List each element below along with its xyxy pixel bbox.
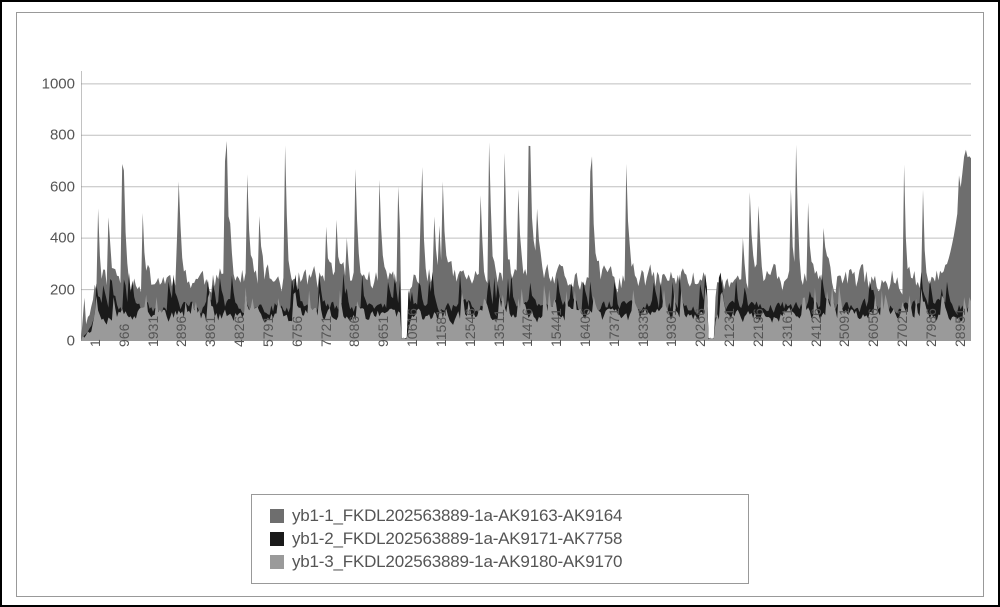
x-tick-label: 6756 (289, 316, 305, 347)
x-tick-label: 2896 (173, 316, 189, 347)
x-tick-label: 22196 (750, 308, 766, 347)
x-tick-label: 1 (87, 339, 103, 347)
y-tick-label: 1000 (42, 75, 75, 92)
x-tick-label: 27986 (923, 308, 939, 347)
y-axis-labels: 02004006008001000 (17, 71, 75, 341)
x-tick-label: 13511 (491, 309, 507, 347)
x-tick-label: 19301 (663, 308, 679, 347)
legend-item: yb1-3_FKDL202563889-1a-AK9180-AK9170 (270, 552, 730, 572)
x-tick-label: 21231 (721, 308, 737, 347)
x-tick-label: 26056 (865, 308, 881, 347)
x-tick-label: 16406 (577, 308, 593, 347)
x-tick-label: 10616 (404, 308, 420, 347)
x-tick-label: 28951 (952, 308, 968, 347)
legend: yb1-1_FKDL202563889-1a-AK9163-AK9164 yb1… (251, 494, 749, 584)
y-tick-label: 600 (50, 178, 75, 195)
legend-swatch (270, 532, 284, 546)
x-tick-label: 1931 (145, 316, 161, 347)
x-tick-label: 14476 (519, 308, 535, 347)
x-tick-label: 7721 (318, 316, 334, 347)
x-tick-label: 15441 (548, 308, 564, 347)
coverage-stacked-area-chart (81, 71, 971, 341)
x-tick-label: 9651 (375, 316, 391, 347)
legend-item: yb1-2_FKDL202563889-1a-AK9171-AK7758 (270, 529, 730, 549)
legend-label: yb1-1_FKDL202563889-1a-AK9163-AK9164 (292, 506, 622, 526)
y-tick-label: 200 (50, 281, 75, 298)
image-frame: 02004006008001000 1966193128963861482657… (0, 0, 1000, 607)
x-tick-label: 17371 (606, 308, 622, 347)
y-tick-label: 400 (50, 230, 75, 247)
legend-label: yb1-3_FKDL202563889-1a-AK9180-AK9170 (292, 552, 622, 572)
x-tick-label: 27021 (894, 308, 910, 347)
x-tick-label: 12546 (462, 308, 478, 347)
x-tick-label: 24126 (808, 308, 824, 347)
x-tick-label: 11581 (433, 309, 449, 347)
legend-swatch (270, 555, 284, 569)
x-tick-label: 8686 (346, 316, 362, 347)
x-tick-label: 4826 (231, 316, 247, 347)
x-tick-label: 18336 (635, 308, 651, 347)
x-tick-label: 3861 (202, 316, 218, 347)
x-tick-label: 5791 (260, 316, 276, 347)
x-tick-label: 23161 (779, 308, 795, 347)
y-tick-label: 800 (50, 127, 75, 144)
x-axis-labels: 1966193128963861482657916756772186869651… (81, 347, 971, 437)
legend-label: yb1-2_FKDL202563889-1a-AK9171-AK7758 (292, 529, 622, 549)
x-tick-label: 25091 (836, 308, 852, 347)
x-tick-label: 20266 (692, 308, 708, 347)
y-tick-label: 0 (67, 333, 75, 350)
legend-swatch (270, 509, 284, 523)
legend-item: yb1-1_FKDL202563889-1a-AK9163-AK9164 (270, 506, 730, 526)
x-tick-label: 966 (116, 324, 132, 347)
chart-container: 02004006008001000 1966193128963861482657… (16, 12, 984, 597)
